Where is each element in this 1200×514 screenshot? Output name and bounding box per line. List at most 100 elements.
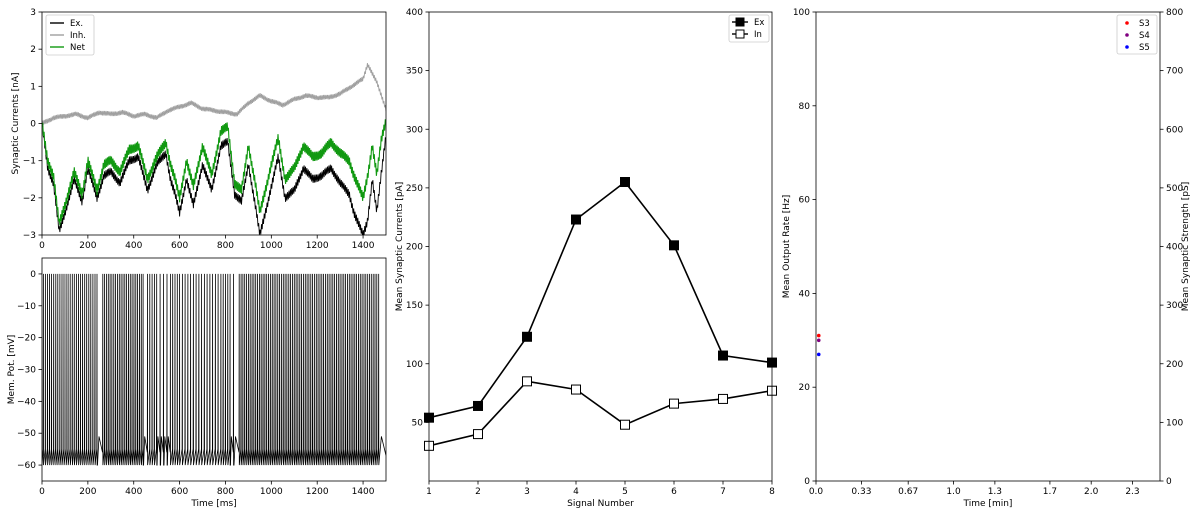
rate-y2tick-label: 700	[1166, 67, 1183, 77]
rate-ytick-label: 80	[799, 102, 811, 112]
legend-ex-swatch-marker	[735, 17, 745, 27]
rate-xtick-label: 1.3	[988, 487, 1002, 497]
series-ex-point	[522, 331, 532, 342]
mean-ytick-label: 100	[406, 360, 423, 370]
series-ex-point	[571, 214, 581, 225]
membrane-potential-panel: 0 200 400 600 800 1000 1200 1400 0 −10 −20 −30 −40 −5…	[7, 257, 387, 509]
mean-ytick-label: 350	[406, 67, 423, 77]
legend-s4-label: S4	[1139, 31, 1150, 41]
rate-y2tick-label: 0	[1166, 477, 1172, 487]
mean-y-axis-label: Mean Synaptic Currents [pA]	[395, 182, 405, 311]
legend-in-swatch-marker	[735, 29, 745, 39]
mean-ytick-label: 300	[406, 125, 423, 135]
output-rate-panel: 0.0 0.33 0.67 1.0 1.3 1.7 2.0 2.3 0 20 40 60 80 100 0 1…	[782, 8, 1191, 509]
mean-x-axis-label: Signal Number	[567, 499, 634, 509]
rate-ytick-label: 100	[793, 8, 810, 18]
series-in-line	[428, 380, 773, 447]
membrane-xtick-label: 1000	[260, 487, 283, 497]
mean-xtick-label: 2	[475, 487, 481, 497]
rate-xtick-label: 0.67	[898, 487, 918, 497]
mean-xtick-label: 1	[426, 487, 432, 497]
membrane-xtick-label: 1400	[352, 487, 375, 497]
rate-y2tick-label: 100	[1166, 418, 1183, 428]
series-inh-line	[42, 63, 386, 126]
mean-ytick-label: 200	[406, 243, 423, 253]
mean-xtick-label: 4	[573, 487, 579, 497]
series-ex-line	[428, 180, 773, 419]
rate-ytick-label: 40	[799, 289, 811, 299]
membrane-xtick-label: 400	[125, 487, 142, 497]
membrane-ytick-label: −20	[17, 334, 36, 344]
rate-ytick-label: 20	[799, 383, 811, 393]
series-s4-point	[816, 338, 821, 343]
series-ex-point	[669, 240, 679, 251]
legend-s5-label: S5	[1139, 43, 1150, 53]
series-in-point	[571, 384, 581, 395]
rate-xtick-label: 2.3	[1125, 487, 1139, 497]
legend-s4-marker	[1125, 33, 1129, 37]
membrane-potential-trace	[42, 273, 386, 466]
legend-net-label: Net	[70, 43, 86, 53]
rate-y2tick-label: 800	[1166, 8, 1183, 18]
mean-ytick-label: 400	[406, 8, 423, 18]
series-ex-point	[620, 177, 630, 188]
currents-legend-box	[45, 14, 95, 56]
rate-xtick-label: 1.0	[946, 487, 961, 497]
membrane-xtick-label: 1200	[306, 487, 329, 497]
mean-xtick-label: 3	[524, 487, 530, 497]
currents-xtick-label: 200	[79, 241, 96, 251]
legend-s3-label: S3	[1139, 19, 1150, 29]
currents-xtick-label: 0	[39, 241, 45, 251]
rate-y-axis-label: Mean Output Rate [Hz]	[782, 195, 792, 299]
membrane-ytick-label: −40	[17, 397, 36, 407]
rate-legend-box	[1116, 14, 1158, 55]
mean-ytick-label: 50	[412, 418, 424, 428]
rate-y2tick-label: 500	[1166, 184, 1183, 194]
currents-xtick-label: 1400	[352, 241, 375, 251]
series-s3-point	[816, 333, 821, 338]
mean-ytick-label: 250	[406, 184, 423, 194]
currents-ytick-label: 0	[30, 120, 36, 130]
currents-ytick-label: 2	[30, 45, 36, 55]
mean-xtick-label: 6	[671, 487, 677, 497]
currents-xtick-label: 600	[171, 241, 188, 251]
mean-xtick-label: 5	[622, 487, 628, 497]
legend-inh-label: Inh.	[70, 31, 86, 41]
rate-x-axis-label: Time [min]	[963, 499, 1013, 509]
series-in-point	[669, 398, 679, 409]
rate-frame	[815, 11, 1161, 482]
series-in-point	[473, 429, 483, 440]
rate-ytick-label: 0	[804, 477, 810, 487]
currents-ytick-label: 1	[30, 82, 36, 92]
legend-ex-label: Ex	[754, 18, 764, 28]
series-ex-line	[42, 124, 386, 235]
legend-s5-marker	[1125, 45, 1129, 49]
series-net-line	[42, 119, 386, 226]
membrane-ytick-label: −30	[17, 366, 36, 376]
currents-xtick-label: 400	[125, 241, 142, 251]
currents-ytick-label: −2	[23, 194, 36, 204]
membrane-x-axis-label: Time [ms]	[190, 499, 236, 509]
rate-xtick-label: 2.0	[1084, 487, 1099, 497]
mean-xtick-label: 7	[720, 487, 726, 497]
currents-y-axis-label: Synaptic Currents [nA]	[11, 72, 21, 174]
currents-ytick-label: 3	[30, 8, 36, 18]
rate-xtick-label: 0.0	[809, 487, 824, 497]
legend-s3-marker	[1125, 21, 1129, 25]
currents-xtick-label: 1000	[260, 241, 283, 251]
series-in-point	[620, 419, 630, 430]
membrane-ytick-label: −50	[17, 429, 36, 439]
membrane-ytick-label: 0	[30, 270, 36, 280]
series-ex-point	[718, 350, 728, 361]
mean-currents-panel: 1 2 3 4 5 6 7 8 50 100 150 200 250 300 350 400 Signal Nu…	[395, 8, 777, 509]
membrane-xtick-label: 800	[217, 487, 234, 497]
legend-in-label: In	[754, 30, 762, 40]
rate-ytick-label: 60	[799, 196, 811, 206]
membrane-ytick-label: −10	[17, 302, 36, 312]
rate-y2-axis-label: Mean Synaptic Strength [pS]	[1181, 182, 1191, 311]
rate-y2tick-label: 600	[1166, 125, 1183, 135]
currents-panel: 0 200 400 600 800 1000 1200 1400 −3 −2 −1 0 1 2 3 Synap…	[11, 8, 387, 251]
currents-xtick-label: 800	[217, 241, 234, 251]
membrane-ytick-label: −60	[17, 461, 36, 471]
